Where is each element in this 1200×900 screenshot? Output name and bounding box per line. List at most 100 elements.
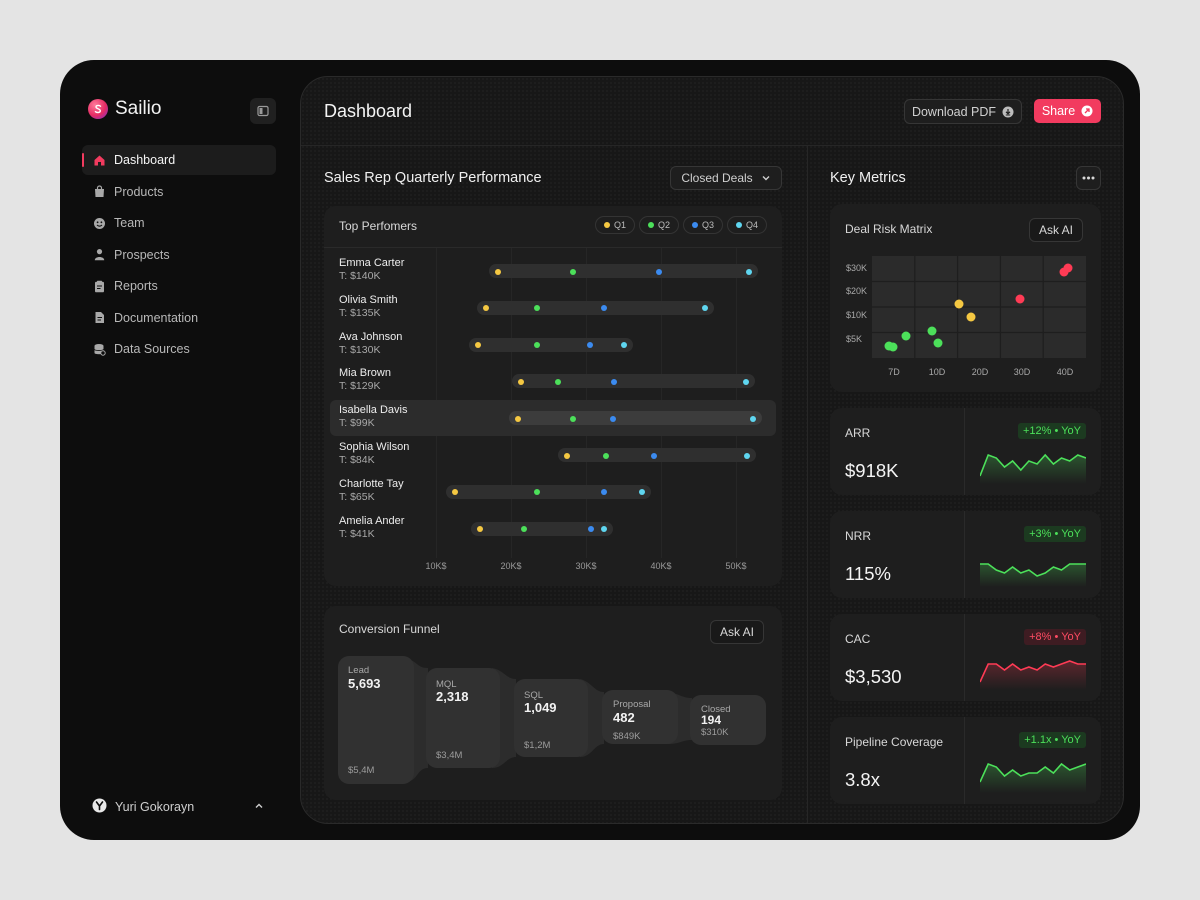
rep-row[interactable]: Mia Brown T: $129K: [330, 363, 776, 399]
q1-point[interactable]: [563, 452, 570, 459]
brand[interactable]: Sailio: [88, 98, 161, 120]
metric-separator: [964, 511, 965, 598]
sidebar-item-team[interactable]: Team: [82, 208, 276, 238]
sidebar-item-products[interactable]: Products: [82, 177, 276, 207]
risk-ask-ai-button[interactable]: Ask AI: [1029, 218, 1084, 242]
funnel-stage-value: 1,049: [524, 700, 557, 715]
funnel-shape: [338, 656, 766, 784]
q1-point[interactable]: [475, 342, 481, 349]
q2-point[interactable]: [533, 305, 540, 312]
q3-point[interactable]: [610, 378, 617, 385]
bag-icon: [92, 185, 106, 199]
metric-card-nrr[interactable]: NRR 115% +3% • YoY: [830, 511, 1101, 598]
rep-row[interactable]: Sophia Wilson T: $84K: [330, 437, 776, 473]
q1-dot-icon: [603, 222, 610, 228]
chevron-up-icon[interactable]: [254, 800, 264, 814]
q2-point[interactable]: [570, 268, 577, 275]
risk-deal-point[interactable]: [1059, 267, 1069, 277]
q4-point[interactable]: [744, 452, 751, 459]
rep-name: Emma Carter: [339, 257, 405, 269]
risk-deal-point[interactable]: [1063, 263, 1073, 273]
q4-point[interactable]: [621, 342, 628, 349]
more-options-button[interactable]: [1076, 166, 1101, 190]
rep-row[interactable]: Charlotte Tay T: $65K: [330, 474, 776, 510]
rep-row[interactable]: Amelia Ander T: $41K: [330, 511, 776, 547]
quarter-legend: Q1 Q2 Q3 Q4: [594, 216, 767, 234]
q1-point[interactable]: [476, 526, 483, 533]
risk-x-tick: 10D: [928, 367, 946, 377]
app-window: Sailio Dashboard Products Team Prospects: [60, 60, 1140, 840]
sidebar-item-dashboard[interactable]: Dashboard: [82, 145, 276, 175]
q3-point[interactable]: [588, 526, 595, 533]
q4-point[interactable]: [742, 378, 749, 385]
sidebar-item-reports[interactable]: Reports: [82, 271, 276, 301]
download-pdf-button[interactable]: Download PDF: [904, 99, 1022, 124]
legend-q4[interactable]: Q4: [726, 216, 767, 234]
sidebar-item-documentation[interactable]: Documentation: [82, 303, 276, 333]
funnel-stage-lead[interactable]: [338, 656, 414, 784]
q4-point[interactable]: [702, 305, 709, 312]
rep-row[interactable]: Emma Carter T: $140K: [330, 253, 776, 289]
user-menu[interactable]: Yuri Gokorayn: [92, 798, 264, 816]
q4-point[interactable]: [638, 489, 645, 496]
quarter-range-bar: [557, 448, 757, 462]
q1-point[interactable]: [451, 489, 458, 496]
funnel-ask-ai-button[interactable]: Ask AI: [710, 620, 765, 644]
rep-row[interactable]: Ava Johnson T: $130K: [330, 327, 776, 363]
q3-point[interactable]: [655, 268, 662, 275]
risk-x-tick: 7D: [888, 367, 900, 377]
risk-x-tick: 20D: [971, 367, 989, 377]
q4-point[interactable]: [750, 415, 757, 422]
q3-point[interactable]: [601, 489, 607, 496]
q4-point[interactable]: [601, 526, 607, 533]
x-tick-label: 20K$: [500, 561, 522, 571]
legend-q1[interactable]: Q1: [594, 216, 635, 234]
legend-q3[interactable]: Q3: [682, 216, 723, 234]
risk-y-tick: $5K: [846, 334, 863, 344]
legend-label: Q3: [701, 220, 714, 230]
conversion-funnel-card: Conversion Funnel Ask AI Lead 5,693 $5,4…: [324, 606, 782, 800]
q1-point[interactable]: [494, 268, 501, 275]
q2-point[interactable]: [555, 378, 562, 385]
metric-card-cac[interactable]: CAC $3,530 +8% • YoY: [830, 614, 1101, 701]
q3-point[interactable]: [601, 305, 607, 312]
risk-deal-point[interactable]: [933, 338, 943, 348]
sidebar-item-prospects[interactable]: Prospects: [82, 240, 276, 270]
share-button[interactable]: Share: [1034, 99, 1101, 123]
closed-deals-dropdown[interactable]: Closed Deals: [670, 166, 782, 190]
funnel-stage-proposal[interactable]: [602, 690, 678, 744]
sidebar-item-data-sources[interactable]: Data Sources: [82, 334, 276, 364]
q3-point[interactable]: [586, 342, 593, 349]
q2-point[interactable]: [533, 342, 540, 349]
q1-point[interactable]: [517, 378, 524, 385]
q3-point[interactable]: [610, 415, 616, 422]
legend-q2[interactable]: Q2: [638, 216, 679, 234]
risk-y-tick: $30K: [846, 263, 868, 273]
risk-deal-point[interactable]: [901, 331, 911, 341]
funnel-stage-closed[interactable]: [690, 695, 766, 745]
rep-name: Ava Johnson: [339, 330, 403, 343]
q2-point[interactable]: [603, 452, 610, 459]
funnel-stage-sql[interactable]: [514, 679, 588, 757]
risk-deal-point[interactable]: [966, 312, 976, 322]
risk-deal-point[interactable]: [884, 341, 894, 351]
metric-card-pipeline-coverage[interactable]: Pipeline Coverage 3.8x +1.1x • YoY: [830, 717, 1101, 804]
q2-point[interactable]: [570, 415, 577, 422]
risk-deal-point[interactable]: [954, 299, 964, 309]
q1-point[interactable]: [483, 305, 490, 312]
rep-row[interactable]: Olivia Smith T: $135K: [330, 290, 776, 326]
conversion-funnel-title: Conversion Funnel: [339, 622, 440, 636]
funnel-stage-mql[interactable]: [426, 668, 500, 768]
rep-row[interactable]: Isabella Davis T: $99K: [330, 400, 776, 437]
risk-deal-point[interactable]: [888, 342, 898, 352]
q2-point[interactable]: [520, 526, 527, 533]
risk-deal-point[interactable]: [927, 326, 937, 336]
q3-point[interactable]: [650, 452, 657, 459]
q2-point[interactable]: [533, 489, 540, 496]
sidebar: Sailio Dashboard Products Team Prospects: [60, 60, 300, 840]
risk-deal-point[interactable]: [1015, 294, 1025, 304]
q4-point[interactable]: [745, 268, 752, 275]
metric-card-arr[interactable]: ARR $918K +12% • YoY: [830, 408, 1101, 495]
collapse-sidebar-button[interactable]: [250, 98, 276, 124]
q1-point[interactable]: [514, 415, 521, 422]
